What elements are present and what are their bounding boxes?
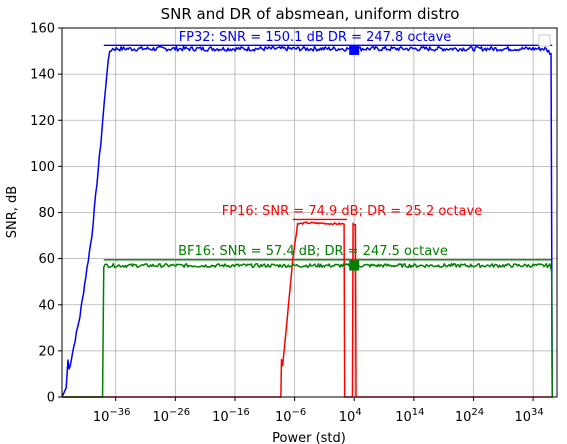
- y-tick-label: 0: [47, 391, 55, 406]
- y-tick-label: 160: [30, 22, 55, 37]
- series-markers: [349, 44, 360, 271]
- x-tick-label: 10−26: [152, 407, 190, 425]
- series-annotations: FP32: SNR = 150.1 dB DR = 247.8 octave FP…: [178, 30, 482, 259]
- y-axis-ticks: 0 20 40 60 80 100 120 140 160: [30, 22, 62, 406]
- x-tick-label: 10−36: [93, 407, 131, 425]
- y-tick-label: 80: [38, 206, 55, 221]
- bf16-marker: [349, 260, 360, 271]
- x-tick-label: 104: [339, 407, 362, 425]
- y-tick-label: 140: [30, 68, 55, 83]
- y-tick-label: 20: [38, 344, 55, 359]
- reference-lines: [103, 44, 553, 261]
- y-tick-label: 100: [30, 160, 55, 175]
- x-tick-label: 10−6: [275, 407, 306, 425]
- x-axis-label: Power (std): [272, 431, 346, 444]
- fp32-annotation: FP32: SNR = 150.1 dB DR = 247.8 octave: [179, 30, 452, 45]
- x-tick-label: 1034: [515, 407, 544, 425]
- x-tick-label: 10−16: [212, 407, 250, 425]
- fp16-annotation: FP16: SNR = 74.9 dB; DR = 25.2 octave: [222, 204, 482, 219]
- x-tick-label: 1024: [455, 407, 484, 425]
- series-lines: [61, 45, 554, 398]
- y-tick-label: 60: [38, 252, 55, 267]
- bf16-annotation: BF16: SNR = 57.4 dB; DR = 247.5 octave: [178, 244, 448, 259]
- chart-title: SNR and DR of absmean, uniform distro: [161, 5, 460, 23]
- grid-lines: [62, 27, 557, 398]
- bf16-series-line: [62, 262, 553, 398]
- fp32-marker: [349, 44, 360, 55]
- fp32-series-line: [61, 45, 554, 398]
- legend-box: [538, 34, 551, 47]
- y-axis-label: SNR, dB: [5, 186, 20, 238]
- x-axis-ticks: 10−36 10−26 10−16 10−6 104 1014 1024 1034: [93, 397, 544, 425]
- x-tick-label: 1014: [395, 407, 424, 425]
- y-tick-label: 40: [38, 298, 55, 313]
- y-tick-label: 120: [30, 114, 55, 129]
